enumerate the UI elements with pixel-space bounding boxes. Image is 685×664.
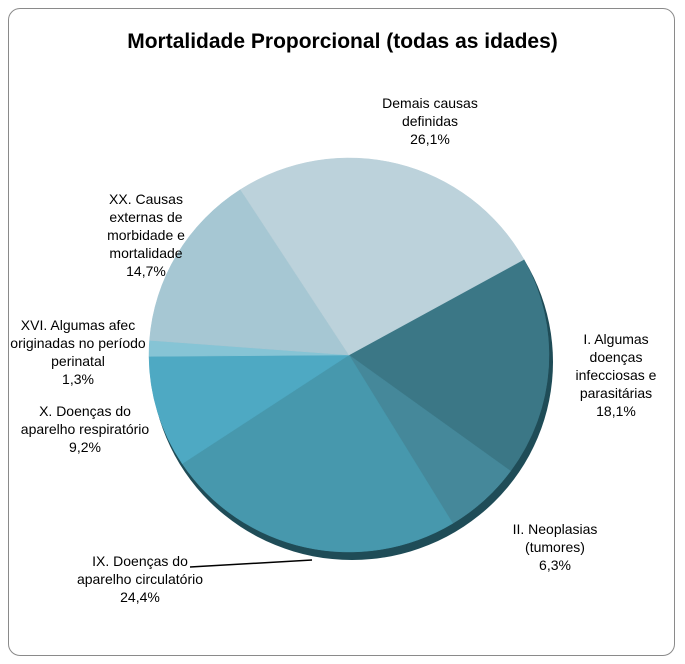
label-category: XX. Causas externas de morbidade e morta…	[107, 191, 185, 261]
data-label: II. Neoplasias (tumores) 6,3%	[490, 520, 620, 574]
label-category: X. Doenças do aparelho respiratório	[20, 403, 150, 437]
label-category: XVI. Algumas afec originadas no período …	[10, 317, 146, 369]
label-value: 18,1%	[596, 403, 636, 419]
label-value: 9,2%	[69, 439, 101, 455]
pie-slice	[348, 259, 550, 472]
label-value: 6,3%	[539, 557, 571, 573]
label-category: I. Algumas doenças infecciosas e parasit…	[575, 331, 657, 401]
leader-line	[189, 559, 313, 568]
chart-frame	[8, 8, 675, 656]
data-label: XVI. Algumas afec originadas no período …	[8, 316, 148, 388]
data-label: IX. Doenças do aparelho circulatório 24,4…	[65, 552, 215, 606]
data-label: Demais causas definidas 26,1%	[360, 94, 500, 148]
label-category: Demais causas definidas	[382, 95, 478, 129]
data-label: I. Algumas doenças infecciosas e parasit…	[560, 330, 672, 420]
label-category: IX. Doenças do aparelho circulatório	[76, 553, 204, 587]
label-category: II. Neoplasias (tumores)	[512, 521, 598, 555]
data-label: XX. Causas externas de morbidade e morta…	[90, 190, 202, 280]
label-value: 26,1%	[410, 131, 450, 147]
label-value: 24,4%	[120, 589, 160, 605]
data-label: X. Doenças do aparelho respiratório 9,2%	[20, 402, 150, 456]
pie-slice	[240, 157, 525, 356]
pie-slice	[149, 189, 350, 356]
pie-slice	[181, 354, 454, 553]
pie-slice	[148, 354, 350, 465]
label-value: 14,7%	[126, 263, 166, 279]
label-value: 1,3%	[62, 371, 94, 387]
chart-title: Mortalidade Proporcional (todas as idade…	[127, 30, 558, 53]
